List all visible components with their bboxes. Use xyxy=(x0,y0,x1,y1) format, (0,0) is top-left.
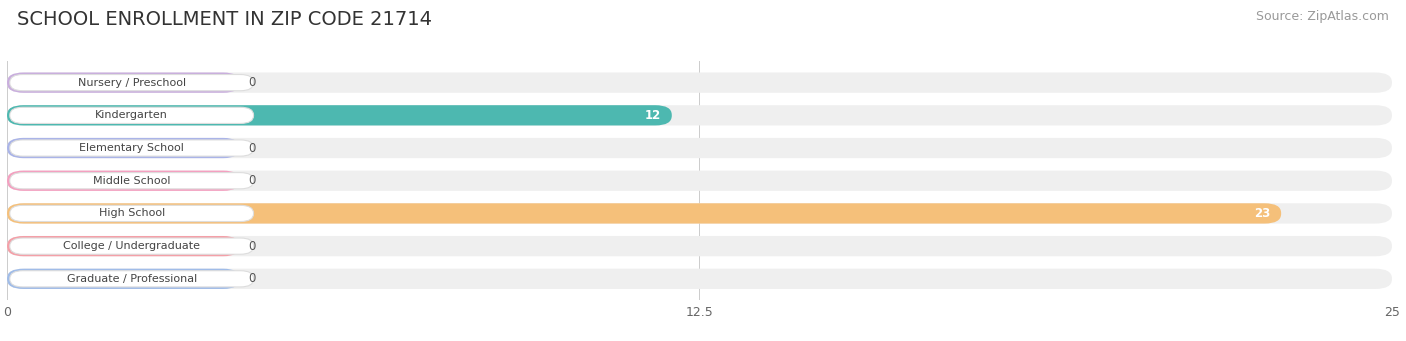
Text: 0: 0 xyxy=(247,240,256,253)
FancyBboxPatch shape xyxy=(7,236,239,256)
FancyBboxPatch shape xyxy=(10,75,253,91)
Text: College / Undergraduate: College / Undergraduate xyxy=(63,241,200,251)
Text: 12: 12 xyxy=(644,109,661,122)
FancyBboxPatch shape xyxy=(7,73,1392,93)
FancyBboxPatch shape xyxy=(7,73,239,93)
Text: Graduate / Professional: Graduate / Professional xyxy=(66,274,197,284)
FancyBboxPatch shape xyxy=(7,105,1392,125)
FancyBboxPatch shape xyxy=(10,271,253,287)
Text: Middle School: Middle School xyxy=(93,176,170,186)
Text: 0: 0 xyxy=(247,76,256,89)
FancyBboxPatch shape xyxy=(10,173,253,189)
Text: Source: ZipAtlas.com: Source: ZipAtlas.com xyxy=(1256,10,1389,23)
FancyBboxPatch shape xyxy=(7,236,1392,256)
Text: 23: 23 xyxy=(1254,207,1270,220)
FancyBboxPatch shape xyxy=(7,203,1281,224)
FancyBboxPatch shape xyxy=(10,107,253,123)
Text: High School: High School xyxy=(98,208,165,219)
Text: Kindergarten: Kindergarten xyxy=(96,110,169,120)
FancyBboxPatch shape xyxy=(10,140,253,156)
FancyBboxPatch shape xyxy=(10,205,253,222)
Text: 0: 0 xyxy=(247,174,256,187)
FancyBboxPatch shape xyxy=(7,269,1392,289)
Text: 0: 0 xyxy=(247,142,256,154)
Text: Nursery / Preschool: Nursery / Preschool xyxy=(77,78,186,88)
Text: 0: 0 xyxy=(247,272,256,285)
Text: SCHOOL ENROLLMENT IN ZIP CODE 21714: SCHOOL ENROLLMENT IN ZIP CODE 21714 xyxy=(17,10,432,29)
FancyBboxPatch shape xyxy=(7,203,1392,224)
FancyBboxPatch shape xyxy=(7,170,239,191)
FancyBboxPatch shape xyxy=(7,105,672,125)
FancyBboxPatch shape xyxy=(7,138,239,158)
FancyBboxPatch shape xyxy=(7,170,1392,191)
FancyBboxPatch shape xyxy=(10,238,253,254)
Text: Elementary School: Elementary School xyxy=(79,143,184,153)
FancyBboxPatch shape xyxy=(7,269,239,289)
FancyBboxPatch shape xyxy=(7,138,1392,158)
